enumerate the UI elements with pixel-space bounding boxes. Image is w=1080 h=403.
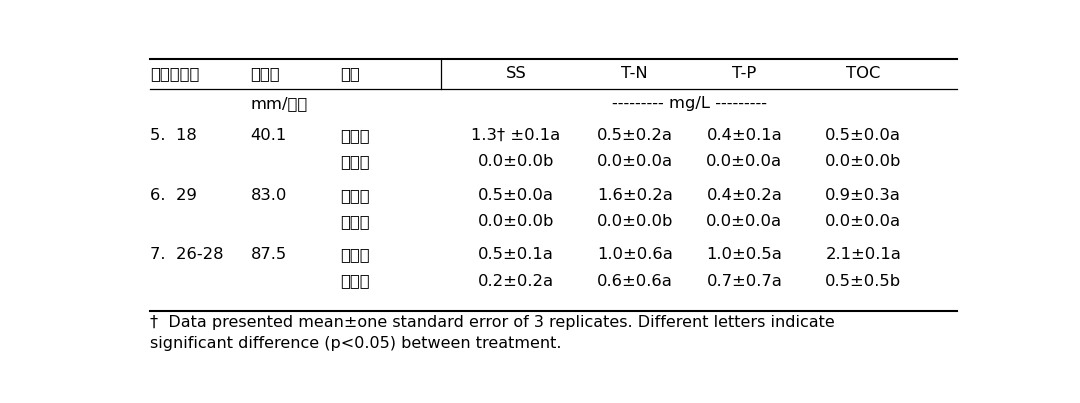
Text: T-P: T-P [732, 66, 756, 81]
Text: mm/사상: mm/사상 [251, 96, 308, 111]
Text: SS: SS [505, 66, 526, 81]
Text: 0.9±0.3a: 0.9±0.3a [825, 188, 901, 203]
Text: 0.0±0.0a: 0.0±0.0a [706, 154, 782, 169]
Text: 대조구: 대조구 [340, 128, 369, 143]
Text: 1.0±0.6a: 1.0±0.6a [597, 247, 673, 262]
Text: 강우량: 강우량 [251, 66, 280, 81]
Text: 0.5±0.0a: 0.5±0.0a [477, 188, 554, 203]
Text: 0.0±0.0a: 0.0±0.0a [596, 154, 673, 169]
Text: †  Data presented mean±one standard error of 3 replicates. Different letters ind: † Data presented mean±one standard error… [150, 316, 835, 330]
Text: 강우사상일: 강우사상일 [150, 66, 200, 81]
Text: 침사구: 침사구 [340, 214, 369, 229]
Text: 7.  26-28: 7. 26-28 [150, 247, 224, 262]
Text: 1.6±0.2a: 1.6±0.2a [597, 188, 673, 203]
Text: 침사구: 침사구 [340, 154, 369, 169]
Text: 6.  29: 6. 29 [150, 188, 197, 203]
Text: 대조구: 대조구 [340, 188, 369, 203]
Text: 0.0±0.0a: 0.0±0.0a [825, 214, 901, 229]
Text: 1.0±0.5a: 1.0±0.5a [706, 247, 782, 262]
Text: --------- mg/L ---------: --------- mg/L --------- [612, 96, 767, 111]
Text: TOC: TOC [846, 66, 880, 81]
Text: 0.4±0.1a: 0.4±0.1a [706, 128, 782, 143]
Text: 0.5±0.0a: 0.5±0.0a [825, 128, 901, 143]
Text: 0.7±0.7a: 0.7±0.7a [706, 274, 782, 289]
Text: 0.5±0.1a: 0.5±0.1a [477, 247, 554, 262]
Text: 0.0±0.0b: 0.0±0.0b [596, 214, 673, 229]
Text: 처리: 처리 [340, 66, 360, 81]
Text: 87.5: 87.5 [251, 247, 287, 262]
Text: 0.5±0.5b: 0.5±0.5b [825, 274, 901, 289]
Text: 0.6±0.6a: 0.6±0.6a [597, 274, 673, 289]
Text: 1.3† ±0.1a: 1.3† ±0.1a [471, 128, 561, 143]
Text: T-N: T-N [621, 66, 648, 81]
Text: 83.0: 83.0 [251, 188, 287, 203]
Text: 0.5±0.2a: 0.5±0.2a [596, 128, 673, 143]
Text: 2.1±0.1a: 2.1±0.1a [825, 247, 901, 262]
Text: 5.  18: 5. 18 [150, 128, 197, 143]
Text: 0.0±0.0b: 0.0±0.0b [477, 214, 554, 229]
Text: 대조구: 대조구 [340, 247, 369, 262]
Text: 0.0±0.0b: 0.0±0.0b [825, 154, 902, 169]
Text: 0.2±0.2a: 0.2±0.2a [477, 274, 554, 289]
Text: 0.0±0.0a: 0.0±0.0a [706, 214, 782, 229]
Text: 0.4±0.2a: 0.4±0.2a [706, 188, 782, 203]
Text: significant difference (p<0.05) between treatment.: significant difference (p<0.05) between … [150, 336, 562, 351]
Text: 0.0±0.0b: 0.0±0.0b [477, 154, 554, 169]
Text: 40.1: 40.1 [251, 128, 287, 143]
Text: 침사구: 침사구 [340, 274, 369, 289]
